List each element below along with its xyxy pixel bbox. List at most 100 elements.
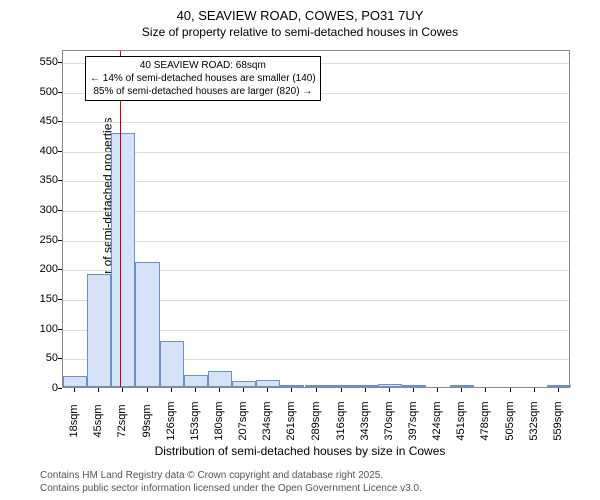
y-tick-mark: [58, 358, 62, 359]
histogram-bar: [256, 380, 280, 387]
y-tick-label: 50: [28, 352, 58, 364]
annotation-line-2: ← 14% of semi-detached houses are smalle…: [90, 72, 316, 85]
histogram-bar: [63, 376, 87, 387]
y-tick-mark: [58, 210, 62, 211]
x-tick-label: 18sqm: [68, 404, 80, 437]
histogram-bar: [208, 371, 232, 387]
footer-line-2: Contains public sector information licen…: [40, 482, 590, 495]
x-tick-label: 505sqm: [504, 401, 516, 440]
histogram-bar: [330, 385, 354, 387]
histogram-bar: [378, 384, 402, 387]
x-tick-label: 72sqm: [116, 404, 128, 437]
x-tick-label: 207sqm: [237, 401, 249, 440]
x-tick-mark: [389, 388, 390, 392]
x-tick-label: 45sqm: [92, 404, 104, 437]
histogram-bar: [184, 375, 208, 387]
x-tick-mark: [147, 388, 148, 392]
histogram-bar: [160, 341, 184, 387]
x-tick-mark: [291, 388, 292, 392]
y-tick-label: 550: [28, 56, 58, 68]
histogram-bar: [280, 385, 304, 387]
histogram-bar: [450, 385, 474, 387]
marker-line: [120, 51, 122, 387]
histogram-bar: [111, 133, 135, 387]
x-tick-label: 180sqm: [213, 401, 225, 440]
x-tick-label: 478sqm: [479, 401, 491, 440]
footer-line-1: Contains HM Land Registry data © Crown c…: [40, 469, 590, 482]
annotation-line-1: 40 SEAVIEW ROAD: 68sqm: [90, 59, 316, 72]
x-tick-mark: [74, 388, 75, 392]
histogram-bar: [87, 274, 111, 387]
annotation-line-3: 85% of semi-detached houses are larger (…: [90, 85, 316, 98]
x-tick-label: 532sqm: [528, 401, 540, 440]
x-tick-mark: [195, 388, 196, 392]
x-tick-label: 153sqm: [189, 401, 201, 440]
x-tick-mark: [219, 388, 220, 392]
chart-subtitle: Size of property relative to semi-detach…: [0, 23, 600, 39]
x-tick-label: 343sqm: [359, 401, 371, 440]
y-tick-mark: [58, 92, 62, 93]
attribution-footer: Contains HM Land Registry data © Crown c…: [40, 469, 590, 495]
y-tick-label: 0: [28, 382, 58, 394]
x-tick-label: 559sqm: [552, 401, 564, 440]
x-tick-label: 451sqm: [455, 401, 467, 440]
chart-title: 40, SEAVIEW ROAD, COWES, PO31 7UY: [0, 0, 600, 23]
y-tick-label: 250: [28, 234, 58, 246]
x-tick-label: 126sqm: [165, 401, 177, 440]
histogram-bar: [354, 385, 378, 387]
y-tick-mark: [58, 62, 62, 63]
x-tick-mark: [534, 388, 535, 392]
y-tick-mark: [58, 180, 62, 181]
histogram-bar: [232, 381, 256, 387]
x-tick-mark: [558, 388, 559, 392]
y-tick-label: 100: [28, 323, 58, 335]
x-axis-label: Distribution of semi-detached houses by …: [0, 444, 600, 458]
y-tick-mark: [58, 121, 62, 122]
x-tick-label: 234sqm: [261, 401, 273, 440]
gridline: [63, 152, 569, 153]
histogram-bar: [547, 385, 571, 387]
x-tick-mark: [243, 388, 244, 392]
x-tick-label: 289sqm: [310, 401, 322, 440]
x-tick-mark: [98, 388, 99, 392]
x-tick-mark: [316, 388, 317, 392]
gridline: [63, 122, 569, 123]
y-tick-mark: [58, 299, 62, 300]
x-tick-label: 99sqm: [141, 404, 153, 437]
y-tick-label: 450: [28, 115, 58, 127]
x-tick-mark: [413, 388, 414, 392]
y-tick-mark: [58, 388, 62, 389]
histogram-bar: [402, 385, 426, 387]
x-tick-mark: [122, 388, 123, 392]
gridline: [63, 181, 569, 182]
y-tick-label: 150: [28, 293, 58, 305]
y-tick-mark: [58, 151, 62, 152]
histogram-bar: [305, 385, 329, 387]
y-tick-label: 350: [28, 174, 58, 186]
x-tick-mark: [171, 388, 172, 392]
y-tick-label: 500: [28, 86, 58, 98]
annotation-box: 40 SEAVIEW ROAD: 68sqm← 14% of semi-deta…: [85, 56, 321, 101]
x-tick-mark: [267, 388, 268, 392]
x-tick-label: 397sqm: [407, 401, 419, 440]
histogram-bar: [135, 262, 159, 387]
y-tick-label: 400: [28, 145, 58, 157]
x-tick-mark: [365, 388, 366, 392]
x-tick-mark: [461, 388, 462, 392]
y-tick-mark: [58, 269, 62, 270]
plot-area: 40 SEAVIEW ROAD: 68sqm← 14% of semi-deta…: [62, 50, 570, 388]
x-tick-label: 261sqm: [285, 401, 297, 440]
y-tick-mark: [58, 329, 62, 330]
x-tick-label: 370sqm: [383, 401, 395, 440]
gridline: [63, 211, 569, 212]
x-tick-mark: [510, 388, 511, 392]
x-tick-label: 424sqm: [431, 401, 443, 440]
y-tick-mark: [58, 240, 62, 241]
y-tick-label: 200: [28, 263, 58, 275]
y-tick-label: 300: [28, 204, 58, 216]
gridline: [63, 241, 569, 242]
x-tick-mark: [341, 388, 342, 392]
x-tick-mark: [437, 388, 438, 392]
x-tick-mark: [485, 388, 486, 392]
x-tick-label: 316sqm: [335, 401, 347, 440]
